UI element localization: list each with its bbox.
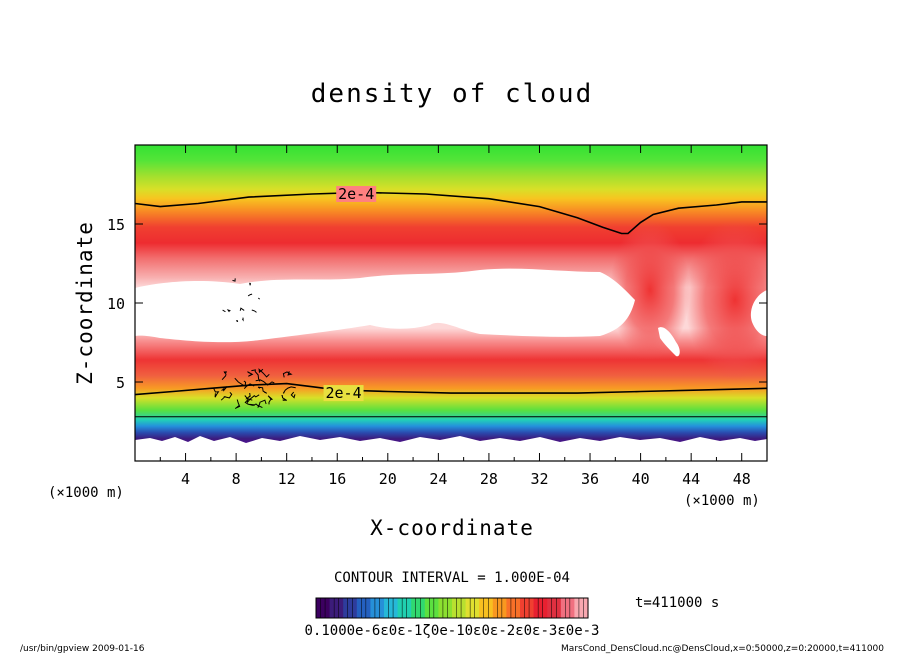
contour-label-upper: 2e-4	[338, 185, 374, 203]
colorbar-swatch	[547, 598, 562, 618]
plume-right	[685, 220, 767, 380]
x-tick-label: 16	[328, 470, 346, 488]
y-axis-ticks: 5 10 15	[107, 216, 767, 392]
x-axis-ticks: 4 8 12 16 20 24 28 32 36 40 44 48	[159, 145, 751, 488]
contour-interval-label: CONTOUR INTERVAL = 1.000E-04	[334, 570, 570, 586]
time-label: t=411000 s	[635, 595, 719, 611]
turbulence-squiggle	[257, 399, 267, 408]
colorbar-swatch	[520, 598, 535, 618]
turbulence-squiggle	[258, 368, 270, 378]
colorbar-swatch	[343, 598, 358, 618]
x-tick-label: 24	[429, 470, 447, 488]
x-tick-label: 44	[682, 470, 700, 488]
x-axis-unit-left: (×1000 m)	[48, 485, 124, 501]
colorbar-swatch	[370, 598, 385, 618]
turbulence-squiggle	[232, 278, 236, 282]
turbulence-squiggle	[241, 317, 244, 322]
x-tick-label: 20	[379, 470, 397, 488]
footer-right: MarsCond_DensCloud.nc@DensCloud,x=0:5000…	[561, 644, 884, 654]
plume-left	[610, 220, 690, 360]
turbulence-squiggle	[222, 309, 226, 313]
bottom-ragged-edge	[135, 436, 767, 461]
turbulence-squiggle	[247, 293, 253, 297]
turbulence-squiggle	[249, 282, 251, 286]
upper-contour-line	[135, 191, 767, 235]
x-axis-unit-right: (×1000 m)	[684, 493, 760, 509]
x-tick-label: 48	[733, 470, 751, 488]
turbulence-squiggle	[247, 371, 254, 377]
colorbar-swatch	[452, 598, 467, 618]
x-tick-label: 12	[278, 470, 296, 488]
y-tick-label: 15	[107, 216, 125, 234]
colorbar	[316, 598, 589, 618]
turbulence-squiggle	[235, 320, 239, 322]
cloud-gap-region-plume	[658, 327, 680, 357]
turbulence-squiggle	[249, 403, 263, 409]
colorbar-tick-labels: 0.1000e-6ε0ε-1ζ0e-10ε0ε-2ε0ε-3ε0e-3	[304, 623, 599, 639]
colorbar-frame	[315, 597, 589, 619]
colorbar-swatch	[411, 598, 426, 618]
colorbar-swatch	[560, 598, 575, 618]
footer-left: /usr/bin/gpview 2009-01-16	[20, 644, 145, 654]
plot-area	[135, 145, 767, 461]
turbulence-squiggle	[282, 371, 293, 378]
y-tick-label: 10	[107, 295, 125, 313]
x-tick-label: 4	[181, 470, 190, 488]
x-tick-label: 8	[232, 470, 241, 488]
colorbar-swatch	[329, 598, 344, 618]
colorbar-swatch	[533, 598, 548, 618]
colorbar-swatch	[356, 598, 371, 618]
colorbar-swatch	[506, 598, 521, 618]
turbulence-squiggle	[290, 391, 296, 399]
cloud-gap-region	[135, 268, 635, 343]
turbulence-squiggle	[267, 395, 273, 405]
contour-label-lower: 2e-4	[325, 384, 361, 402]
colorbar-swatch	[574, 598, 589, 618]
turbulence-squiggle	[221, 371, 227, 381]
x-tick-label: 36	[581, 470, 599, 488]
turbulence-squiggle	[220, 392, 233, 401]
x-tick-label: 40	[632, 470, 650, 488]
colorbar-swatch	[384, 598, 399, 618]
turbulence-squiggle	[226, 309, 231, 313]
x-axis-label: X-coordinate	[370, 516, 534, 540]
chart-title: density of cloud	[311, 79, 593, 109]
turbulence-squiggle	[239, 307, 245, 311]
turbulence-squiggle	[281, 395, 287, 401]
turbulence-squiggle	[246, 394, 260, 404]
turbulence-squiggle	[282, 386, 296, 394]
contour-label-bg-lower	[323, 385, 364, 402]
colorbar-swatch	[424, 598, 439, 618]
colorbar-swatch	[438, 598, 453, 618]
turbulence-squiggle	[251, 309, 257, 313]
turbulence-squiggle	[234, 399, 241, 409]
y-axis-label: Z-coordinate	[73, 221, 97, 385]
colorbar-swatch	[397, 598, 412, 618]
contour-label-bg-upper	[336, 185, 377, 202]
turbulence-squiggle	[257, 386, 268, 394]
x-tick-label: 32	[530, 470, 548, 488]
turbulence-squiggle	[245, 392, 253, 401]
turbulence-squiggle	[213, 387, 220, 398]
cloud-gap-region-right	[750, 290, 767, 336]
colorbar-swatch	[465, 598, 480, 618]
colorbar-swatch	[479, 598, 494, 618]
colorbar-swatch	[492, 598, 507, 618]
turbulence-squiggle	[251, 369, 261, 382]
turbulence-squiggle	[258, 297, 261, 300]
x-tick-label: 28	[480, 470, 498, 488]
colorbar-swatch	[316, 598, 331, 618]
y-tick-label: 5	[116, 374, 125, 392]
